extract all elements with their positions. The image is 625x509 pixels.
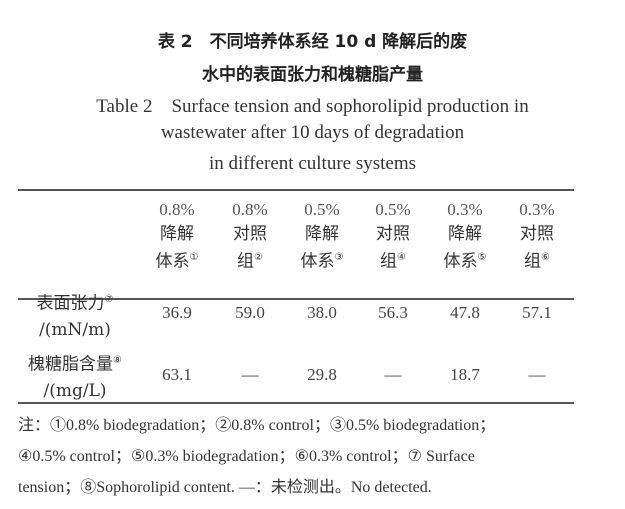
column-label-2: 体系⑤ — [443, 251, 487, 272]
note-line: ④0.5% control；⑤0.3% biodegradation；⑥0.3%… — [18, 448, 475, 465]
table-cell: 36.9 — [162, 303, 192, 322]
table-cell: — — [241, 365, 259, 384]
title-en-line1: Table 2 Surface tension and sophorolipid… — [96, 96, 529, 117]
column-label-2: 组② — [237, 251, 263, 272]
column-header: 0.8% 对照组② — [215, 198, 285, 274]
row-label: 槐糖脂含量⑧/(mg/L) — [28, 354, 122, 401]
footnote-mark: ⑥ — [541, 252, 550, 263]
column-header: 0.3% 降解体系⑤ — [430, 198, 500, 274]
column-label-1: 对照 — [376, 224, 410, 244]
column-label-2: 组④ — [380, 251, 406, 272]
column-label-1: 对照 — [233, 224, 267, 244]
column-label-2: 体系① — [155, 251, 199, 272]
note-line: 注：①0.8% biodegradation；②0.8% control；③0.… — [18, 417, 496, 434]
table-cell: — — [384, 365, 402, 384]
column-label-2: 体系③ — [300, 251, 344, 272]
table-cell: 18.7 — [450, 365, 480, 384]
column-percent: 0.3% — [447, 200, 483, 219]
table-notes: 注：①0.8% biodegradation；②0.8% control；③0.… — [18, 410, 588, 503]
table-cell: — — [528, 365, 546, 384]
column-percent: 0.8% — [232, 200, 268, 219]
footnote-mark: ② — [254, 252, 263, 263]
title-cn-line2: 水中的表面张力和槐糖脂产量 — [202, 65, 423, 85]
table-cell: 63.1 — [162, 365, 192, 384]
footnote-mark: ④ — [397, 252, 406, 263]
top-rule — [18, 189, 574, 191]
table-cell: 59.0 — [235, 303, 265, 322]
table-cell: 38.0 — [307, 303, 337, 322]
column-percent: 0.8% — [159, 200, 195, 219]
column-percent: 0.3% — [519, 200, 555, 219]
column-header: 0.8% 降解体系① — [142, 198, 212, 274]
column-header: 0.5% 降解体系③ — [287, 198, 357, 274]
table-cell: 57.1 — [522, 303, 552, 322]
header-rule — [18, 298, 574, 300]
bottom-rule — [18, 402, 574, 404]
column-label-1: 对照 — [520, 224, 554, 244]
title-en-line3: in different culture systems — [208, 153, 416, 174]
footnote-mark: ① — [189, 252, 199, 263]
note-line: tension；⑧Sophorolipid content. —：未检测出。No… — [18, 479, 432, 496]
column-percent: 0.5% — [304, 200, 340, 219]
column-label-1: 降解 — [160, 224, 194, 244]
table-cell: 56.3 — [378, 303, 408, 322]
column-percent: 0.5% — [375, 200, 411, 219]
column-label-1: 降解 — [448, 224, 482, 244]
table-cell: 29.8 — [307, 365, 337, 384]
column-label-1: 降解 — [305, 224, 339, 244]
title-cn-line1: 表 2 不同培养体系经 10 d 降解后的废 — [157, 32, 468, 52]
column-header: 0.3% 对照组⑥ — [502, 198, 572, 274]
column-header: 0.5% 对照组④ — [358, 198, 428, 274]
column-label-2: 组⑥ — [524, 251, 550, 272]
footnote-mark: ③ — [334, 252, 344, 263]
footnote-mark: ⑤ — [477, 252, 487, 263]
title-en-line2: wastewater after 10 days of degradation — [160, 122, 465, 143]
table-cell: 47.8 — [450, 303, 480, 322]
row-label: 表面张力⑦/(mN/m) — [36, 293, 114, 340]
